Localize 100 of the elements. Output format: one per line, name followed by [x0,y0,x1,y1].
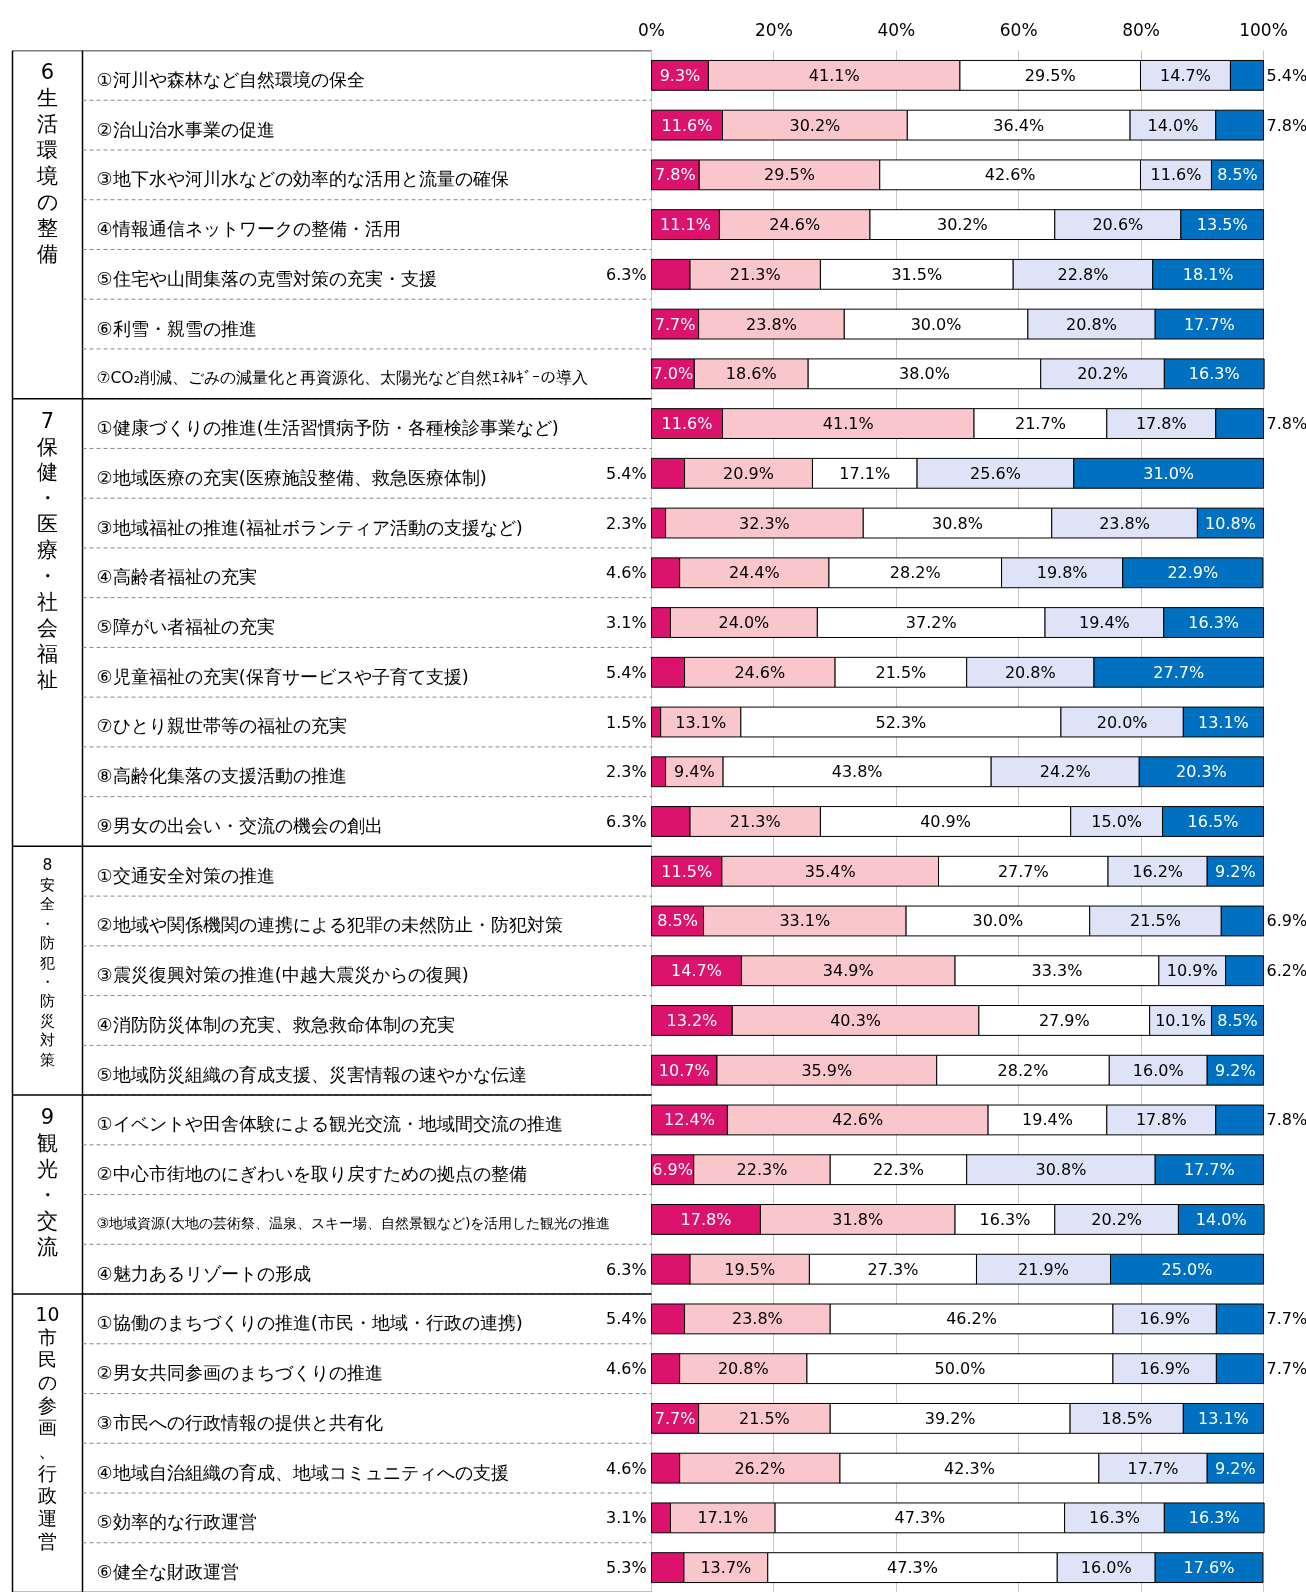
data-label: 16.2% [1132,861,1184,881]
data-label: 28.2% [889,563,941,583]
data-label: 24.0% [718,613,770,633]
data-label: 11.5% [661,861,713,881]
x-tick-label: 100% [1239,19,1288,40]
data-label: 25.0% [1161,1259,1213,1279]
data-label: 23.8% [731,1309,783,1329]
data-label: 29.5% [764,165,815,185]
y-tick-label: ⑨男女の出会い・交流の機会の創出 [96,814,383,836]
data-label: 17.7% [1183,1160,1235,1180]
data-label: 9.2% [1215,1060,1256,1080]
data-label: 31.0% [1143,463,1195,483]
data-label: 5.4% [605,463,647,483]
data-label: 6.3% [605,812,647,831]
data-label: 22.9% [1167,563,1219,583]
data-label: 16.3% [1188,1508,1240,1528]
data-label: 10.8% [1205,513,1256,533]
data-label: 37.2% [905,613,957,633]
data-label: 17.7% [1183,314,1235,334]
data-label: 20.8% [1004,662,1056,682]
data-label: 10.1% [1155,1010,1206,1030]
data-label: 6.2% [1266,961,1306,981]
data-label: 21.7% [1015,414,1066,434]
data-label: 35.4% [804,861,856,881]
data-label: 20.0% [1096,712,1148,732]
data-label: 52.3% [875,712,927,732]
data-label: 13.1% [675,712,727,732]
data-label: 11.1% [660,215,711,235]
data-label: 47.3% [887,1558,938,1578]
data-label: 7.8% [1266,1110,1306,1130]
data-label: 20.8% [717,1359,769,1379]
data-label: 30.8% [1035,1160,1087,1180]
data-label: 41.1% [808,65,860,85]
y-tick-label: ①協働のまちづくりの推進(市民・地域・行政の連携) [96,1312,523,1334]
data-label: 16.9% [1139,1359,1191,1379]
y-tick-label: ②地域医療の充実(医療施設整備、救急医療体制) [96,466,487,488]
data-label: 13.1% [1198,1408,1249,1428]
data-label: 42.6% [832,1110,884,1130]
data-label: 1.5% [605,712,647,732]
data-label: 7.7% [654,314,696,334]
data-label: 10.9% [1166,961,1218,981]
x-tick-label: 80% [1122,19,1160,40]
data-label: 5.3% [605,1558,647,1578]
data-label: 21.9% [1018,1259,1069,1279]
data-label: 7.7% [1266,1359,1306,1379]
data-label: 16.3% [1188,613,1240,633]
data-label: 42.6% [984,165,1036,185]
data-label: 30.8% [932,513,983,533]
data-label: 19.4% [1078,613,1130,633]
text: 10 市民の参画、行政運営 [35,1304,60,1552]
data-label: 20.9% [723,463,774,483]
data-label: 42.3% [944,1458,995,1478]
data-label: 16.5% [1187,812,1239,831]
y-tick-label: ②中心市街地のにぎわいを取り戻すための拠点の整備 [96,1163,527,1185]
data-label: 38.0% [899,364,950,384]
data-label: 7.8% [1266,414,1306,434]
data-label: 21.5% [1130,911,1181,931]
data-label: 33.3% [1031,961,1083,981]
x-tick-label: 20% [755,19,793,40]
data-label: 28.2% [997,1060,1049,1080]
y-tick-label: ③地域福祉の推進(福祉ボランティア活動の支援など) [96,516,523,538]
data-label: 27.7% [1153,662,1205,682]
data-label: 24.2% [1039,762,1091,782]
data-label: 17.6% [1183,1558,1235,1578]
data-label: 47.3% [894,1508,946,1528]
x-tick-label: 60% [999,19,1038,40]
data-label: 5.4% [1266,65,1306,85]
data-label: 14.7% [671,961,722,981]
y-tick-label: ⑧高齢化集落の支援活動の推進 [96,765,347,787]
data-label: 11.6% [661,115,713,135]
data-label: 21.3% [729,264,781,284]
data-label: 30.0% [972,911,1024,931]
data-label: 2.3% [605,762,647,782]
y-tick-label: ③震災復興対策の推進(中越大震災からの復興) [96,964,469,986]
data-label: 43.8% [831,762,883,782]
data-label: 17.8% [1135,414,1187,434]
data-label: 2.3% [605,513,647,533]
y-tick-label: ⑦CO₂削減、ごみの減量化と再資源化、太陽光など自然ｴﾈﾙｷﾞｰの導入 [96,368,588,387]
x-tick-label: 0% [638,19,665,40]
data-label: 24.4% [728,563,780,583]
data-label: 31.5% [891,264,943,284]
data-label: 4.6% [605,1359,647,1379]
y-tick-label: ⑥利雪・親雪の推進 [96,317,257,339]
data-label: 23.8% [1099,513,1150,533]
data-label: 16.3% [979,1209,1031,1229]
data-label: 27.3% [867,1259,919,1279]
data-label: 9.4% [674,762,715,782]
data-label: 16.3% [1089,1508,1140,1528]
data-label: 22.3% [736,1160,788,1180]
data-label: 24.6% [734,662,786,682]
data-label: 17.8% [1135,1110,1187,1130]
data-label: 21.5% [739,1408,790,1428]
data-label: 8.5% [1217,165,1258,185]
y-tick-label: ⑦ひとり親世帯等の福祉の充実 [96,715,347,737]
data-label: 41.1% [822,414,874,434]
data-label: 20.3% [1175,762,1227,782]
y-tick-label: ⑤障がい者福祉の充実 [96,616,275,638]
data-label: 20.8% [1066,314,1117,334]
data-label: 21.5% [875,662,927,682]
y-tick-label: ④消防防災体制の充実、救急救命体制の充実 [96,1013,455,1035]
